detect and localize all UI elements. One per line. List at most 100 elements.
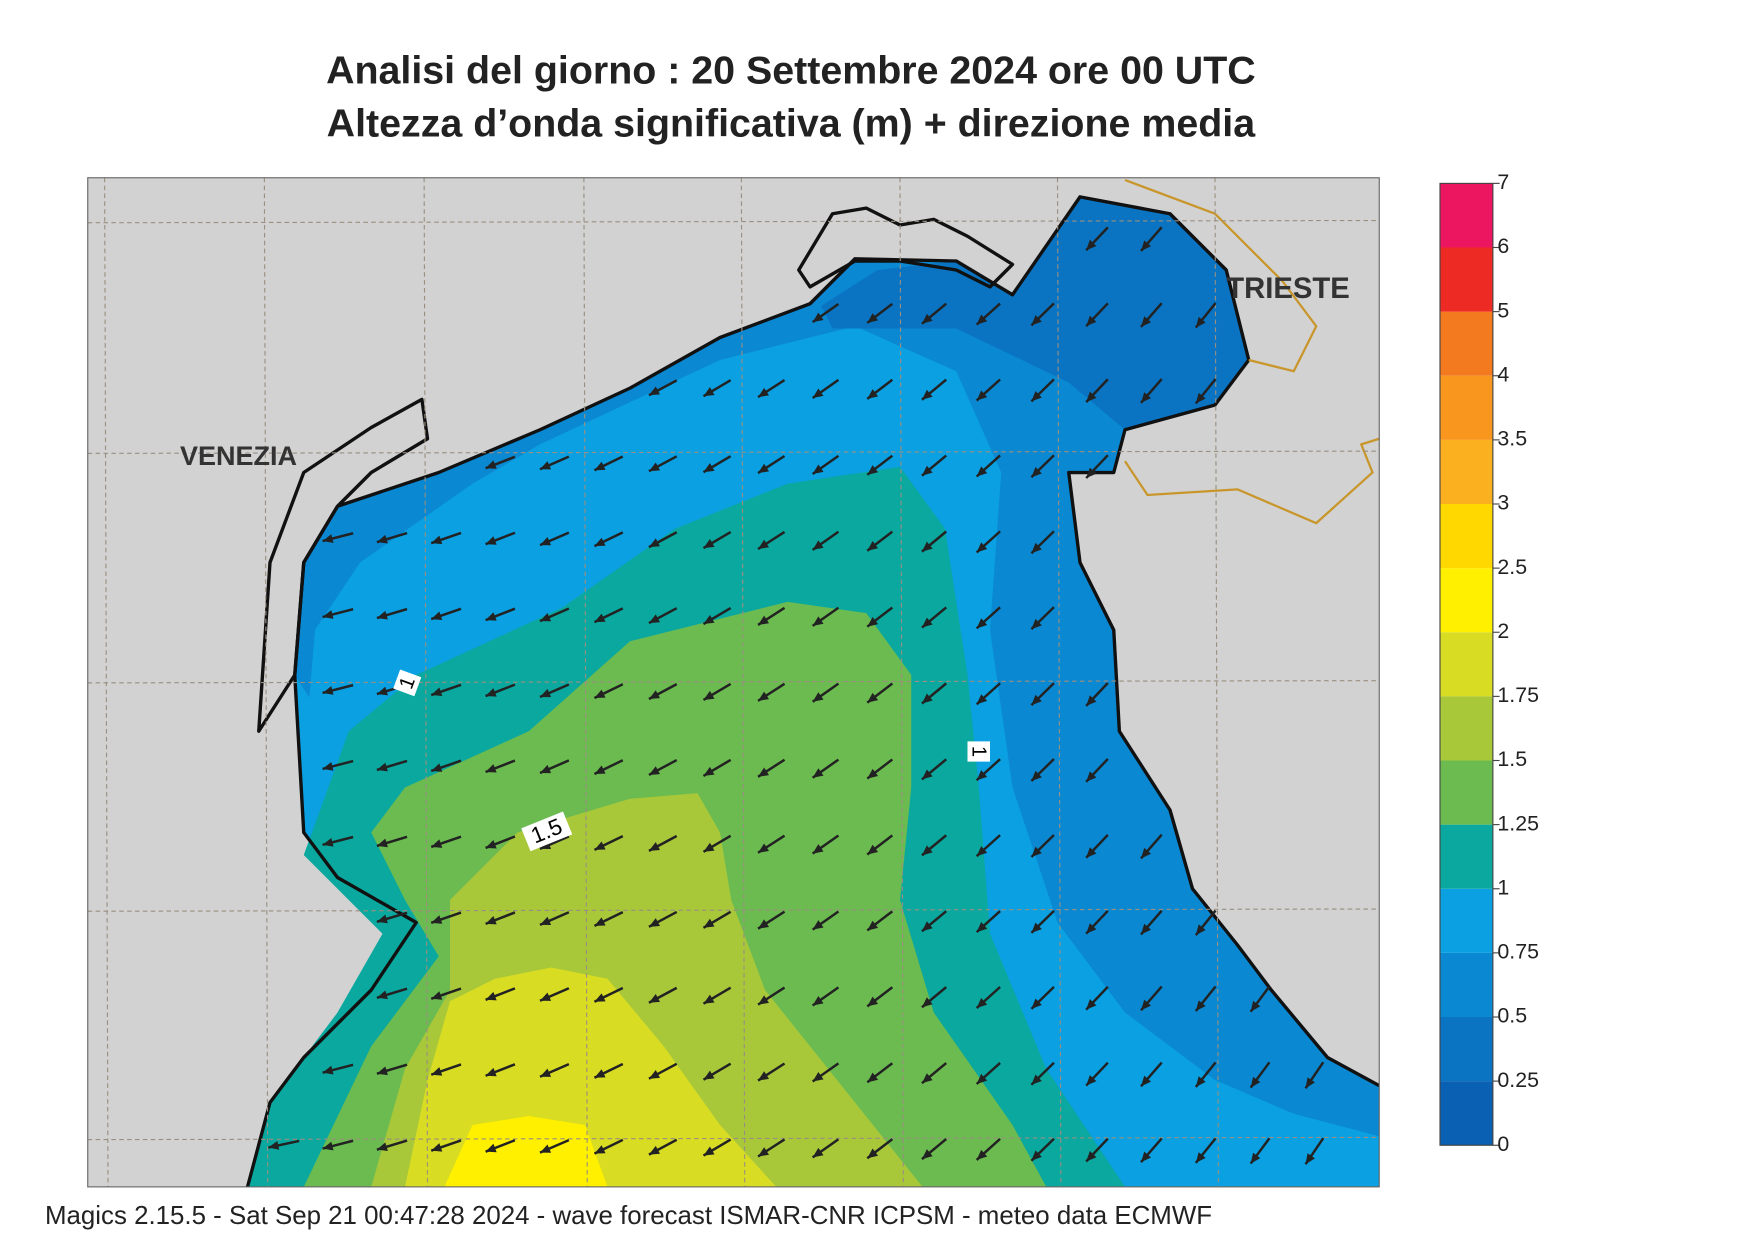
arrow-head <box>1140 240 1152 251</box>
arrow-head <box>322 686 334 695</box>
arrow-head <box>1140 392 1152 403</box>
colorbar-bin <box>1440 696 1493 761</box>
arrow-head <box>1250 1152 1261 1164</box>
arrow-head <box>1031 391 1042 402</box>
arrow-head <box>594 841 606 850</box>
arrow-head <box>867 768 879 779</box>
arrow-head <box>921 1073 933 1084</box>
colorbar-bin <box>1440 632 1493 697</box>
arrow-head <box>485 1067 497 1077</box>
arrow-head <box>976 922 988 933</box>
arrow-head <box>867 389 879 399</box>
arrow-head <box>867 996 879 1007</box>
colorbar-label: 4 <box>1497 362 1509 386</box>
arrow-head <box>976 1073 988 1084</box>
colorbar-label: 1 <box>1497 875 1509 899</box>
arrow-head <box>431 687 443 696</box>
arrow-head <box>703 842 715 852</box>
arrow-head <box>1086 771 1097 782</box>
arrow-head <box>812 464 824 474</box>
arrow-head <box>976 390 988 401</box>
border <box>1124 178 1380 525</box>
arrow-head <box>648 766 661 775</box>
arrow-head <box>431 991 443 1000</box>
colorbar-bin <box>1440 375 1493 440</box>
arrow-head <box>1031 694 1042 706</box>
graticule-line <box>87 680 1380 684</box>
arrow-head <box>322 1141 334 1151</box>
arrow-head <box>485 915 497 925</box>
arrow-head <box>540 537 552 546</box>
colorbar-bin <box>1440 824 1493 889</box>
arrow-head <box>485 688 497 697</box>
arrow-head <box>1195 316 1206 328</box>
colorbar-frame <box>1439 182 1494 1146</box>
arrow-head <box>703 1070 715 1080</box>
graticule-line <box>423 177 429 1187</box>
arrow-head <box>921 921 933 932</box>
graticule <box>87 177 1380 1187</box>
colorbar-label: 3.5 <box>1497 427 1527 451</box>
arrow-head <box>867 616 879 627</box>
arrow-head <box>1031 998 1042 1009</box>
arrow-head <box>594 537 606 547</box>
arrow-head <box>812 996 824 1006</box>
arrow-head <box>758 539 769 549</box>
arrow-head <box>703 918 715 928</box>
colorbar-label: 1.25 <box>1497 811 1539 835</box>
colorbar: 0 0.25 0.5 0.75 1 1.25 1.5 1.75 2 2.5 3 3.5 4 5 6 7 <box>1439 170 1539 1156</box>
sea-band <box>821 196 1249 430</box>
arrow-head <box>976 997 988 1009</box>
graticule-line <box>1056 177 1062 1187</box>
map-frame <box>87 177 1380 1188</box>
arrow-head <box>921 389 933 400</box>
arrow-head <box>976 846 988 857</box>
arrow-head <box>648 1145 661 1155</box>
arrow-head <box>594 993 606 1002</box>
arrow-head <box>812 844 824 854</box>
arrow-head <box>758 691 769 701</box>
arrow-head <box>703 387 715 397</box>
colorbar-bin <box>1440 1081 1493 1146</box>
arrow-head <box>1250 1000 1261 1012</box>
arrow-head <box>1086 1075 1097 1086</box>
arrow-head <box>703 994 715 1004</box>
arrow-head <box>431 535 443 545</box>
arrow-head <box>976 466 988 477</box>
arrow-head <box>812 388 824 399</box>
arrow-head <box>540 916 552 925</box>
arrow-head <box>594 613 606 623</box>
arrow-head <box>1086 467 1097 479</box>
arrow-head <box>703 614 715 625</box>
graticule-line <box>1214 177 1219 1187</box>
arrow-head <box>703 1146 715 1156</box>
arrow-head <box>812 1071 824 1082</box>
arrow-head <box>1031 1074 1042 1085</box>
arrow-head <box>921 769 933 780</box>
colorbar-bin <box>1440 311 1493 376</box>
graticule-line <box>87 908 1380 912</box>
arrow-head <box>648 386 661 396</box>
arrow-head <box>976 770 988 781</box>
arrow-head <box>485 991 497 1001</box>
arrow-head <box>1086 923 1097 934</box>
sea-band <box>444 1116 608 1187</box>
colorbar-bin <box>1440 247 1493 312</box>
arrow-head <box>376 1142 388 1152</box>
graticule-line <box>899 177 904 1187</box>
arrow-head <box>758 995 769 1005</box>
arrow-head <box>540 461 552 470</box>
arrow-head <box>1140 316 1152 327</box>
arrow-head <box>921 1149 933 1160</box>
arrow-head <box>1140 1151 1152 1163</box>
arrow-head <box>648 918 661 927</box>
arrow-head <box>1195 924 1206 936</box>
colorbar-label: 0.25 <box>1497 1068 1539 1092</box>
arrow-head <box>1031 1150 1042 1161</box>
arrow-head <box>485 536 497 545</box>
contour-label-text: 1 <box>967 746 989 757</box>
arrow-head <box>431 763 443 772</box>
colorbar-label: 2 <box>1497 619 1509 643</box>
arrow-head <box>976 618 988 629</box>
arrow-head <box>540 1068 552 1077</box>
